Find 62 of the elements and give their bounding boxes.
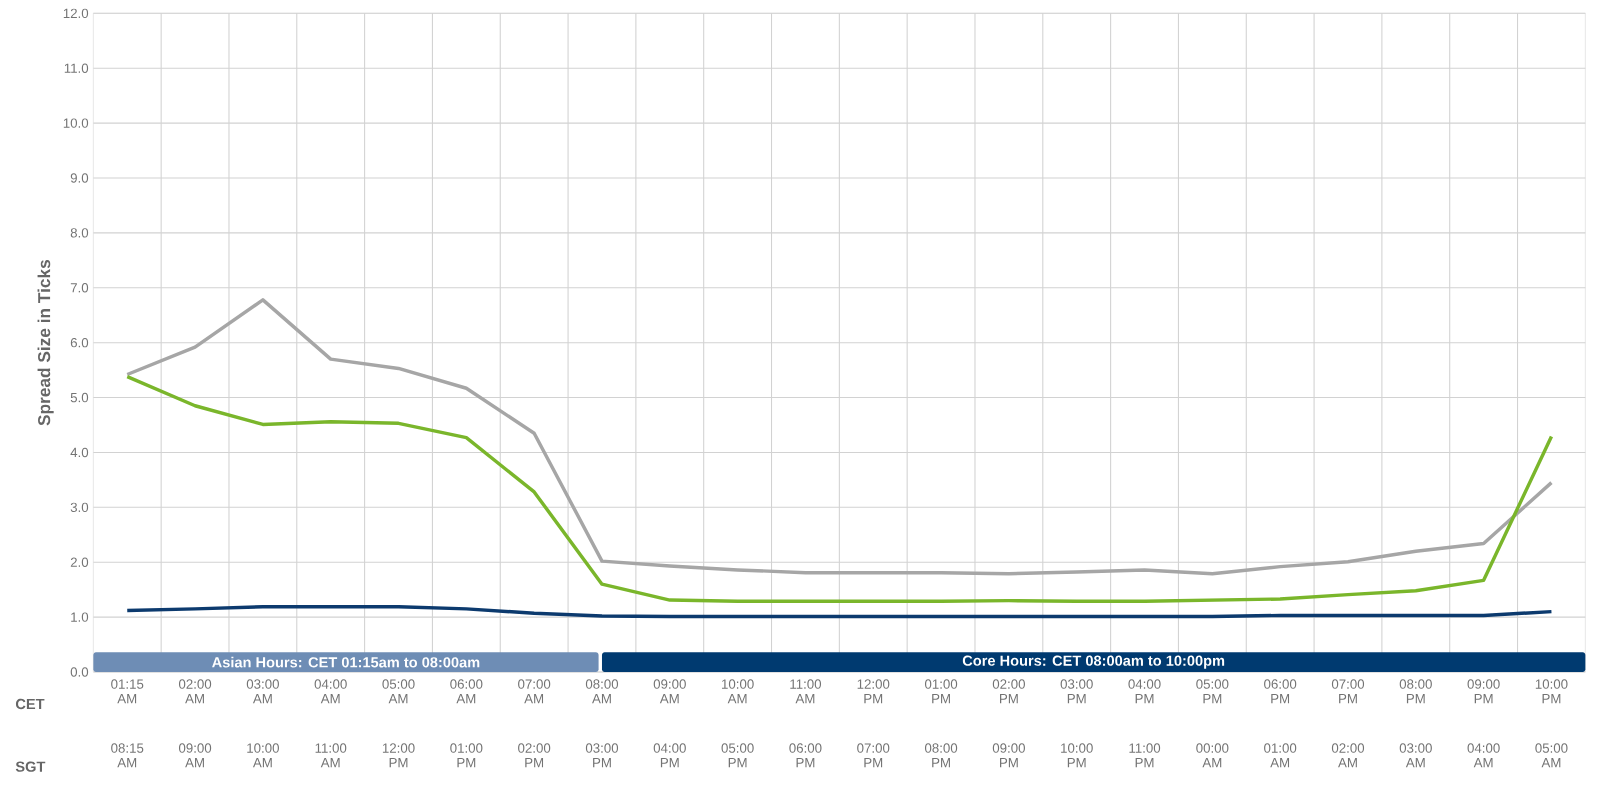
x-tick-label: 03:00 PM (1060, 679, 1093, 704)
annotation: Asian Hours: CET 01:15am to 08:00am (212, 656, 480, 668)
y-tick-label: 10.0 (63, 118, 89, 128)
x-tick-label: 06:00 PM (1264, 679, 1297, 704)
text: 10:00 AM (247, 743, 279, 768)
text: 11:00 PM (1129, 743, 1161, 768)
x-tick-label: 05:00 PM (1196, 679, 1229, 704)
annotation: Core Hours: CET 08:00am to 10:00pm (962, 655, 1225, 669)
x-tick-label: 03:00 AM (246, 679, 279, 704)
text: 03:00 AM (1399, 743, 1432, 768)
x-tick-label: 01:15 AM (111, 679, 144, 704)
text: 09:00 PM (992, 743, 1025, 768)
x-tick-label: 11:00 AM (790, 679, 822, 704)
x-tick-label: 08:00 PM (1399, 679, 1432, 704)
y-tick-label: 5.0 (70, 392, 89, 403)
y-tick-label: 12.0 (63, 8, 89, 19)
y-tick-label: 0.0 (70, 667, 89, 677)
x-tick-label: 04:00 PM (1128, 679, 1161, 704)
text: 01:00 AM (1264, 743, 1297, 768)
y-tick-label: 1.0 (71, 612, 89, 622)
y-tick-label: 7.0 (70, 283, 89, 293)
x-tick-label: 09:00 PM (1467, 679, 1500, 704)
text: CET (15, 698, 45, 710)
text: 00:00 AM (1196, 743, 1229, 768)
text: 06:00 PM (789, 743, 822, 768)
x-tick-label: 02:00 AM (178, 679, 212, 704)
y-tick-label: 11.0 (64, 63, 89, 73)
x-tick-label: 05:00 AM (382, 679, 415, 704)
text: 07:00 PM (857, 743, 890, 768)
y-tick-label: 3.0 (70, 502, 89, 513)
y-tick-label: 9.0 (70, 173, 89, 183)
text: 05:00 AM (1535, 743, 1568, 768)
y-tick-label: 6.0 (70, 337, 89, 348)
text: 04:00 AM (1467, 743, 1500, 768)
text: 02:00 AM (1331, 743, 1365, 768)
text: 08:00 PM (924, 743, 958, 768)
text: 01:00 PM (450, 743, 483, 768)
x-tick-label: 01:00 PM (924, 679, 958, 704)
x-tick-label: 07:00 PM (1331, 679, 1365, 704)
x-tick-label: 06:00 AM (450, 679, 483, 704)
x-tick-label: 07:00 AM (518, 679, 551, 704)
x-tick-label: 10:00 AM (722, 679, 754, 704)
x-tick-label: 12:00 PM (857, 679, 890, 704)
text: 04:00 PM (653, 743, 686, 768)
y-tick-label: 4.0 (70, 447, 89, 458)
text: 12:00 PM (382, 743, 415, 768)
text: 02:00 PM (518, 743, 551, 768)
x-tick-label: 02:00 PM (992, 679, 1025, 704)
text: SGT (15, 761, 46, 772)
x-tick-label: 08:00 AM (585, 679, 619, 704)
text: 11:00 AM (315, 743, 347, 768)
y-axis-title: Spread Size in Ticks (37, 260, 54, 426)
text: 03:00 PM (585, 743, 619, 768)
text: 08:15 AM (111, 743, 144, 768)
x-tick-label: 10:00 PM (1535, 679, 1568, 704)
y-tick-label: 8.0 (70, 228, 89, 238)
text: 09:00 AM (178, 743, 212, 768)
text: 05:00 PM (721, 743, 754, 768)
x-tick-label: 04:00 AM (314, 679, 347, 704)
x-tick-label: 09:00 AM (653, 679, 686, 704)
y-tick-label: 2.0 (70, 557, 89, 567)
text: 10:00 PM (1061, 743, 1093, 768)
